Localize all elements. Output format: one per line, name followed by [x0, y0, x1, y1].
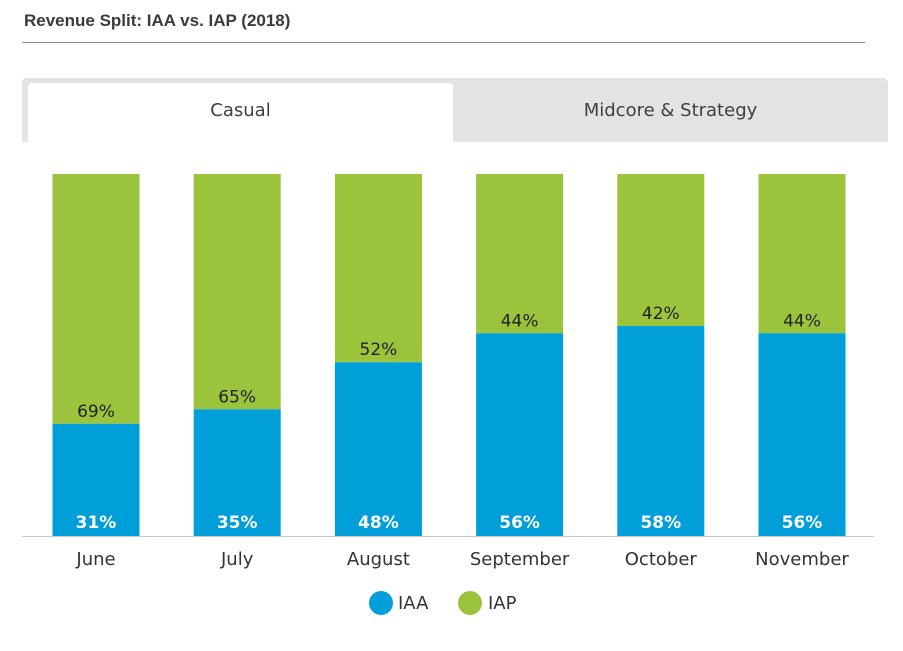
bar-iap-november: [758, 174, 846, 334]
data-label-iap-november: 44%: [783, 311, 821, 331]
data-label-iap-august: 52%: [360, 340, 398, 360]
bar-iap-october: [617, 174, 705, 327]
legend-marker-iap[interactable]: [458, 591, 482, 615]
page-title: Revenue Split: IAA vs. IAP (2018): [24, 11, 291, 30]
bar-iaa-june: [52, 423, 140, 536]
x-tick-label-june: June: [75, 549, 115, 570]
bar-iap-august: [334, 174, 422, 363]
data-label-iaa-july: 35%: [217, 513, 258, 533]
x-tick-label-october: October: [625, 549, 698, 570]
data-label-iap-september: 44%: [501, 311, 539, 331]
legend-label-iap[interactable]: IAP: [488, 593, 517, 614]
legend-label-iaa[interactable]: IAA: [398, 593, 429, 614]
data-label-iap-july: 65%: [218, 387, 256, 407]
x-tick-label-november: November: [755, 549, 849, 570]
bar-iaa-july: [193, 409, 281, 536]
bar-iap-july: [193, 174, 281, 410]
bar-iap-september: [476, 174, 564, 334]
bar-iap-june: [52, 174, 140, 424]
tab-midcore-strategy[interactable]: Midcore & Strategy: [583, 99, 758, 121]
data-label-iaa-september: 56%: [499, 513, 540, 533]
x-tick-label-august: August: [347, 549, 410, 570]
data-label-iaa-august: 48%: [358, 513, 399, 533]
data-label-iaa-october: 58%: [640, 513, 681, 533]
data-label-iaa-november: 56%: [782, 513, 823, 533]
data-label-iaa-june: 31%: [76, 513, 117, 533]
data-label-iap-october: 42%: [642, 304, 680, 324]
title-divider: [22, 42, 865, 43]
tab-strip: Casual Midcore & Strategy: [22, 78, 888, 142]
legend-marker-iaa[interactable]: [369, 591, 393, 615]
x-tick-label-september: September: [470, 549, 570, 570]
bar-iaa-november: [758, 333, 846, 536]
data-label-iap-june: 69%: [77, 402, 115, 422]
x-tick-label-july: July: [220, 549, 254, 570]
tab-casual[interactable]: Casual: [28, 83, 453, 142]
bar-iaa-august: [334, 362, 422, 536]
bar-iaa-september: [476, 333, 564, 536]
bar-iaa-october: [617, 326, 705, 536]
